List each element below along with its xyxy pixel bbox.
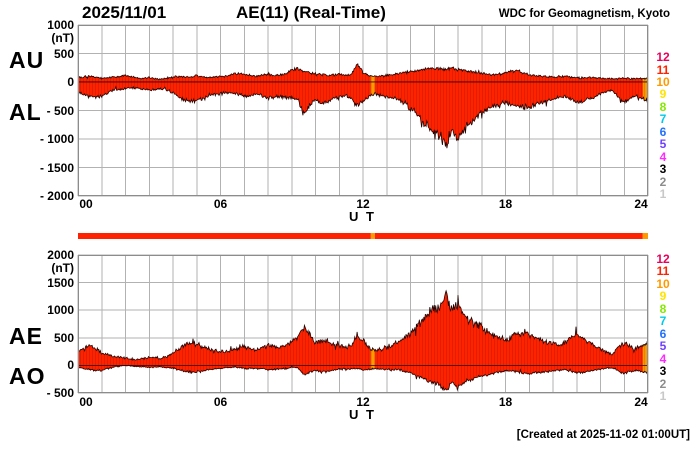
top-legend-stations-1: 1 [659, 186, 667, 201]
top-xaxis-title: U T [349, 209, 376, 224]
bottom-plot-frame [78, 255, 648, 393]
bottom-xtick-12: 12 [356, 395, 370, 409]
top-legend-stations-12: 12 [656, 50, 670, 64]
plot-date: 2025/11/01 [82, 3, 167, 22]
top-unit-label: (nT) [51, 31, 74, 45]
bottom-unit-label: (nT) [51, 261, 74, 275]
bottom-ytick-0: 0 [67, 358, 74, 372]
top-xtick-24: 24 [634, 197, 648, 211]
bottom-legend-stations-5: 5 [659, 339, 667, 354]
ao-series-area [78, 364, 648, 392]
bottom-legend-stations-12: 12 [656, 252, 670, 266]
top-ytick--2000: - 2000 [39, 189, 74, 203]
bottom-xtick-00: 00 [79, 395, 93, 409]
top-ytick--500: - 500 [46, 104, 74, 118]
created-timestamp: [Created at 2025-11-02 01:00UT] [516, 429, 690, 441]
bottom-ytick-1000: 1000 [47, 303, 74, 317]
ae-series-area [78, 289, 648, 366]
bottom-legend-stations-7: 7 [659, 314, 667, 329]
bottom-legend-stations-11: 11 [656, 264, 670, 279]
au-series-label: AU [9, 47, 45, 73]
station-count-segment-10 [642, 233, 648, 239]
bottom-legend-stations-4: 4 [659, 351, 667, 366]
top-legend-stations-4: 4 [659, 149, 667, 164]
top-panel-plot [77, 24, 649, 197]
bottom-panel-plot [77, 254, 649, 394]
station-count-segment-11 [374, 233, 643, 239]
data-source-label: WDC for Geomagnetism, Kyoto [498, 8, 670, 20]
top-xtick-12: 12 [356, 197, 370, 211]
top-ytick-0: 0 [67, 75, 74, 89]
bottom-legend-stations-9: 9 [659, 289, 667, 304]
top-legend-stations-6: 6 [659, 124, 667, 139]
top-legend-stations-3: 3 [659, 162, 667, 177]
al-series-label: AL [9, 99, 42, 125]
al-series-area [78, 81, 648, 149]
top-ytick--1500: - 1500 [39, 161, 74, 175]
bottom-legend-stations-10: 10 [656, 276, 670, 291]
top-ytick-500: 500 [53, 47, 74, 61]
bottom-xtick-18: 18 [498, 395, 513, 409]
top-plot-frame [78, 25, 648, 196]
bottom-ytick-1500: 1500 [47, 276, 74, 290]
top-xtick-00: 00 [79, 197, 93, 211]
bottom-ytick-500: 500 [53, 331, 74, 345]
top-legend-stations-11: 11 [656, 62, 670, 77]
top-legend-stations-9: 9 [659, 87, 667, 102]
ae-series-label: AE [9, 323, 43, 349]
bottom-legend-stations-2: 2 [659, 376, 667, 391]
top-xtick-18: 18 [498, 197, 513, 211]
bottom-legend-stations-3: 3 [659, 364, 667, 379]
bottom-xaxis-title: U T [349, 407, 376, 422]
bottom-xtick-24: 24 [634, 395, 648, 409]
top-ytick-1000: 1000 [47, 18, 74, 32]
top-legend-stations-2: 2 [659, 174, 667, 189]
bottom-legend-stations-8: 8 [659, 301, 667, 316]
bottom-ytick-2000: 2000 [47, 248, 74, 262]
bottom-ytick--500: - 500 [46, 386, 74, 400]
bottom-xtick-06: 06 [213, 395, 228, 409]
station-count-bar [78, 233, 648, 239]
page-title: AE(11) (Real-Time) [236, 3, 386, 22]
bottom-legend-stations-1: 1 [659, 388, 667, 403]
top-gridlines [77, 24, 649, 197]
station-count-segment-11 [78, 233, 371, 239]
top-xtick-06: 06 [213, 197, 228, 211]
top-legend-stations-7: 7 [659, 112, 667, 127]
ao-series-label: AO [9, 363, 46, 389]
bottom-gridlines [77, 254, 649, 394]
top-legend-stations-8: 8 [659, 99, 667, 114]
top-legend-stations-5: 5 [659, 137, 667, 152]
au-series-area [78, 63, 648, 83]
top-ytick--1000: - 1000 [39, 132, 74, 146]
top-legend-stations-10: 10 [656, 74, 670, 89]
bottom-legend-stations-6: 6 [659, 326, 667, 341]
station-count-segment-10 [370, 233, 375, 239]
